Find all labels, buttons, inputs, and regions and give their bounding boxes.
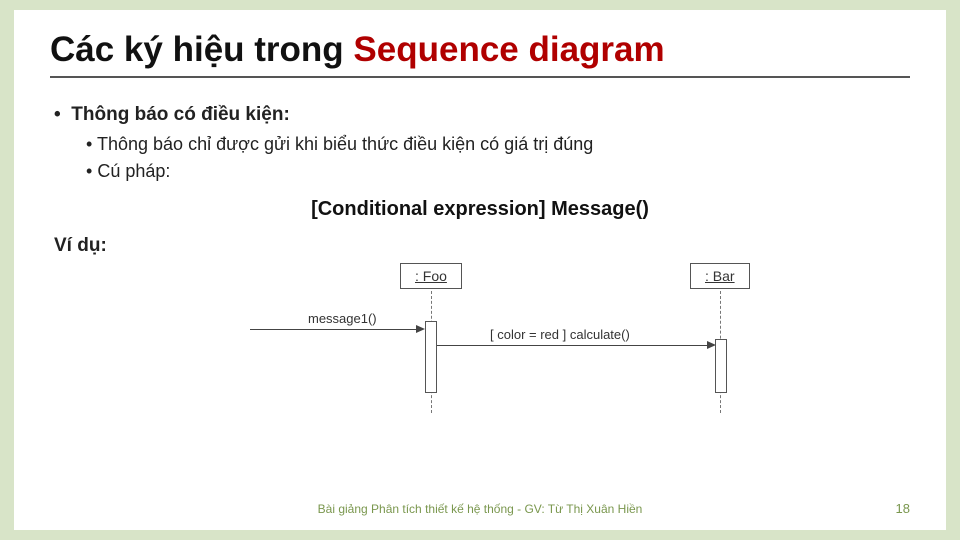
message1-label: message1() <box>308 311 377 326</box>
arrowhead-icon <box>707 341 716 349</box>
bullet-main-text: Thông báo có điều kiện: <box>71 104 290 125</box>
bullet-sub2: • Cú pháp: <box>86 161 910 182</box>
object-foo: : Foo <box>400 263 462 289</box>
title-part2: Sequence diagram <box>353 30 664 69</box>
bullet-dot-icon: • <box>86 134 92 154</box>
message1-arrow <box>250 329 418 330</box>
activation-foo <box>425 321 437 393</box>
title-part1: Các ký hiệu trong <box>50 30 353 69</box>
syntax-line: [Conditional expression] Message() <box>50 198 910 221</box>
bullet-sub2-text: Cú pháp: <box>97 161 170 181</box>
bullet-dot-icon: • <box>86 161 92 181</box>
arrowhead-icon <box>416 325 425 333</box>
message2-label: [ color = red ] calculate() <box>490 327 630 342</box>
object-bar: : Bar <box>690 263 750 289</box>
slide-title: Các ký hiệu trong Sequence diagram <box>50 30 910 78</box>
bullet-sub1-text: Thông báo chỉ được gửi khi biểu thức điề… <box>97 134 593 154</box>
page-number: 18 <box>896 501 910 516</box>
activation-bar <box>715 339 727 393</box>
example-label: Ví dụ: <box>54 235 910 257</box>
bullet-main: • Thông báo có điều kiện: <box>54 104 910 126</box>
footer-text: Bài giảng Phân tích thiết kế hệ thống - … <box>14 502 946 516</box>
message2-arrow <box>437 345 709 346</box>
slide: Các ký hiệu trong Sequence diagram • Thô… <box>14 10 946 530</box>
sequence-diagram: : Foo : Bar message1() [ color = red ] c… <box>50 263 910 423</box>
bullet-dot-icon: • <box>54 104 66 126</box>
bullet-sub1: • Thông báo chỉ được gửi khi biểu thức đ… <box>86 134 910 155</box>
